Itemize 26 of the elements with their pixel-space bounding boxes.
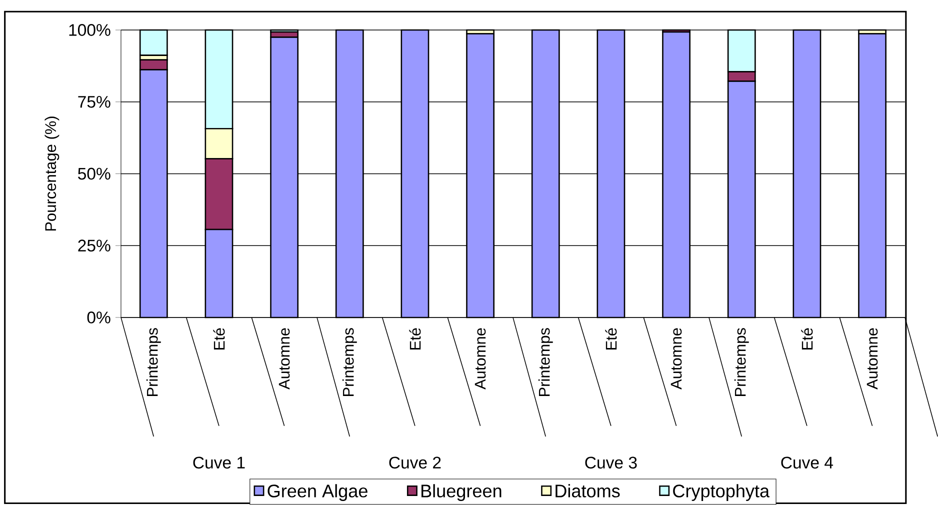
x-tick-label: Printemps [734,328,749,396]
legend-label: Cryptophyta [673,484,770,501]
x-tick-label: Printemps [342,328,357,396]
y-tick-label: 50% [78,168,110,180]
y-tick-label: 0% [87,311,110,324]
legend-label: Diatoms [556,484,620,498]
legend-label: Bluegreen [421,484,502,501]
x-tick-label: Printemps [538,328,553,396]
legend-label: Green Algae [268,484,368,501]
x-tick-label: Eté [605,328,617,350]
x-tick-label: Automne [670,328,682,390]
x-tick-label: Eté [213,328,225,350]
x-tick-label: Automne [278,328,290,390]
x-tick-label: Automne [866,328,878,390]
x-tick-label: Eté [801,328,813,350]
y-tick-label: 75% [78,96,110,108]
y-axis-title: Pourcentage (%) [44,116,60,230]
y-tick-label: 100% [69,24,110,36]
x-tick-label: Eté [409,328,421,350]
text: Cuve 1 [193,456,245,468]
x-tick-label: Printemps [146,328,161,396]
text: Cuve 2 [389,456,441,468]
x-tick-label: Automne [474,328,486,390]
y-tick-label: 25% [78,240,110,252]
text: Cuve 3 [585,456,637,468]
text: Cuve 4 [781,456,834,468]
